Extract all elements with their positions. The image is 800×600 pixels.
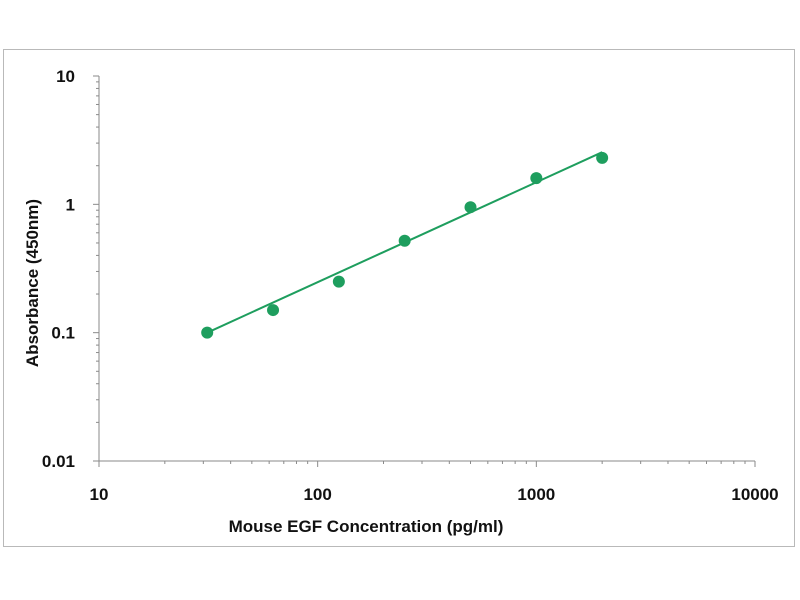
y-tick-label: 0.1: [51, 324, 75, 343]
x-axis-ticks: [98, 461, 756, 467]
data-point: [596, 151, 609, 164]
data-point: [267, 304, 280, 317]
y-tick-label: 0.01: [42, 452, 75, 471]
data-point: [398, 234, 411, 247]
x-tick-label: 100: [303, 485, 331, 504]
data-point: [464, 201, 477, 214]
y-axis-ticks: [93, 75, 99, 462]
y-tick-label: 1: [66, 195, 75, 214]
data-point: [201, 326, 214, 339]
y-tick-labels: 10 1 0.1 0.01: [42, 67, 75, 471]
x-tick-label: 1000: [517, 485, 555, 504]
x-tick-label: 10: [90, 485, 109, 504]
axes: [93, 75, 756, 467]
y-tick-label: 10: [56, 67, 75, 86]
x-tick-label: 10000: [731, 485, 778, 504]
y-axis-label: Absorbance (450nm): [23, 199, 42, 367]
data-points: [201, 151, 609, 339]
data-point: [332, 275, 345, 288]
x-axis-label: Mouse EGF Concentration (pg/ml): [229, 517, 504, 536]
x-tick-labels: 10 100 1000 10000: [90, 485, 779, 504]
chart-frame: [3, 49, 795, 547]
data-point: [530, 172, 543, 185]
